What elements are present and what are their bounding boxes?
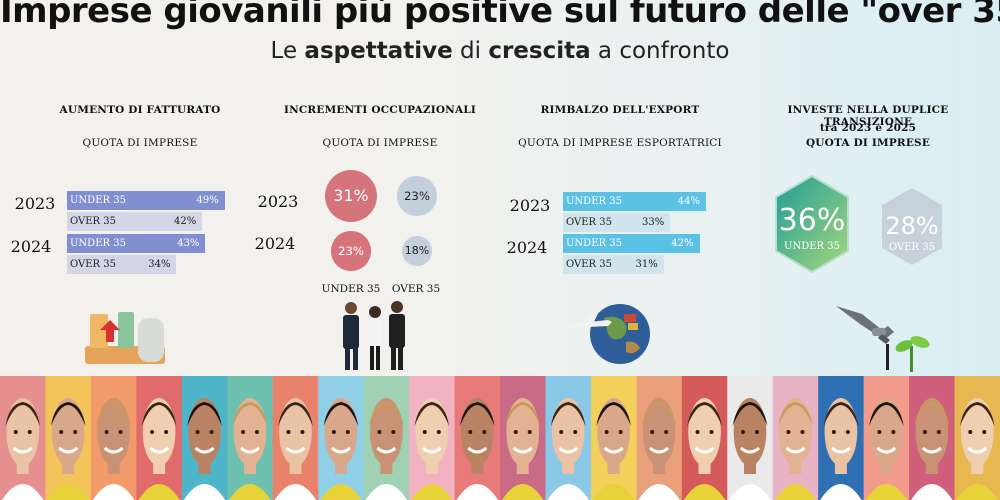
hex-over35-value: 28%	[885, 212, 938, 240]
occupazione-bubble-2024-under35: 23%	[331, 231, 371, 271]
fatturato-bar-label: OVER 35	[70, 216, 116, 227]
export-year-2023: 2023	[509, 196, 551, 215]
export-bar-2023-under35: UNDER 35 44%	[563, 192, 706, 211]
face-tile	[545, 376, 592, 500]
export-bar-2024-under35: UNDER 35 42%	[563, 234, 700, 253]
occupazione-year-2023: 2023	[257, 192, 299, 211]
export-bar-value: 42%	[671, 238, 694, 249]
face-tile	[590, 376, 637, 500]
face-tile	[681, 376, 728, 500]
fatturato-bar-2024-over35: OVER 35 34%	[67, 255, 177, 274]
face-tile	[181, 376, 228, 500]
fatturato-year-2023: 2023	[14, 194, 56, 213]
export-bar-2023-over35: OVER 35 33%	[563, 213, 671, 232]
fatturato-subheading: QUOTA DI IMPRESE	[82, 137, 198, 149]
hex-under35	[775, 174, 849, 274]
occupazione-subheading: QUOTA DI IMPRESE	[322, 137, 438, 149]
fatturato-bar-2024-under35: UNDER 35 43%	[67, 234, 206, 253]
face-tile	[500, 376, 546, 500]
face-tile	[0, 376, 46, 500]
occupazione-legend-over: OVER 35	[391, 283, 441, 295]
export-bar-label: OVER 35	[566, 217, 612, 228]
fatturato-heading: AUMENTO DI FATTURATO	[59, 104, 221, 116]
face-tile	[954, 376, 1000, 500]
face-tile	[818, 376, 865, 500]
fatturato-bar-label: UNDER 35	[70, 238, 126, 249]
face-tile	[909, 376, 956, 500]
transizione-period: tra 2023 e 2025	[819, 122, 917, 134]
export-bar-value: 44%	[677, 196, 700, 207]
export-bar-value: 33%	[642, 217, 665, 228]
face-tile	[90, 376, 137, 500]
export-bar-value: 31%	[635, 259, 658, 270]
face-tile	[772, 376, 819, 500]
occupazione-year-2024: 2024	[254, 234, 296, 253]
face-tile	[363, 376, 410, 500]
export-subheading: QUOTA DI IMPRESE ESPORTATRICI	[518, 137, 722, 149]
transizione-subheading: QUOTA DI IMPRESE	[805, 137, 931, 149]
fatturato-bar-value: 34%	[148, 259, 171, 270]
export-bar-2024-over35: OVER 35 31%	[563, 255, 664, 274]
face-tile	[454, 376, 501, 500]
export-bar-label: OVER 35	[566, 259, 612, 270]
business-people-illustration	[343, 301, 405, 370]
fatturato-bar-label: UNDER 35	[70, 195, 126, 206]
hex-under35-value: 36%	[779, 203, 846, 238]
face-tile	[636, 376, 683, 500]
page-title: Imprese giovanili più positive sul futur…	[0, 0, 1000, 31]
fatturato-bar-2023-over35: OVER 35 42%	[67, 212, 203, 231]
fatturato-bar-2023-under35: UNDER 35 49%	[67, 191, 225, 210]
occupazione-legend-under: UNDER 35	[321, 283, 381, 295]
face-tile	[136, 376, 183, 500]
fatturato-bar-label: OVER 35	[70, 259, 116, 270]
face-tile	[272, 376, 319, 500]
export-bar-label: UNDER 35	[566, 238, 622, 249]
fatturato-bar-value: 42%	[174, 216, 197, 227]
face-tile	[727, 376, 774, 500]
fatturato-year-2024: 2024	[10, 237, 52, 256]
hex-over35-label: OVER 35	[889, 242, 935, 253]
face-tile	[409, 376, 456, 500]
face-tile	[863, 376, 910, 500]
face-tile	[45, 376, 92, 500]
money-illustration	[85, 312, 165, 364]
transizione-hexagons: 36% UNDER 35 28% OVER 35	[775, 174, 942, 274]
page-subtitle: Le aspettative di crescita a confronto	[270, 38, 730, 64]
export-heading: RIMBALZO DELL'EXPORT	[540, 104, 700, 116]
occupazione-bubble-2023-under35: 31%	[324, 169, 378, 223]
export-year-2024: 2024	[506, 238, 548, 257]
faces-photo-strip	[0, 376, 1000, 500]
hex-over35	[882, 188, 942, 265]
hex-under35-label: UNDER 35	[784, 241, 840, 252]
occupazione-bubble-2023-over35: 23%	[397, 176, 437, 216]
occupazione-heading: INCREMENTI OCCUPAZIONALI	[283, 104, 477, 116]
face-tile	[318, 376, 365, 500]
fatturato-bar-value: 43%	[177, 238, 200, 249]
transizione-heading: INVESTE NELLA DUPLICE TRANSIZIONE	[787, 104, 949, 128]
robot-hand-plant-illustration	[836, 306, 930, 372]
globe-illustration	[570, 304, 650, 364]
export-bar-label: UNDER 35	[566, 196, 622, 207]
face-tile	[227, 376, 274, 500]
occupazione-bubble-2024-over35: 18%	[401, 235, 433, 267]
fatturato-bar-value: 49%	[196, 195, 219, 206]
